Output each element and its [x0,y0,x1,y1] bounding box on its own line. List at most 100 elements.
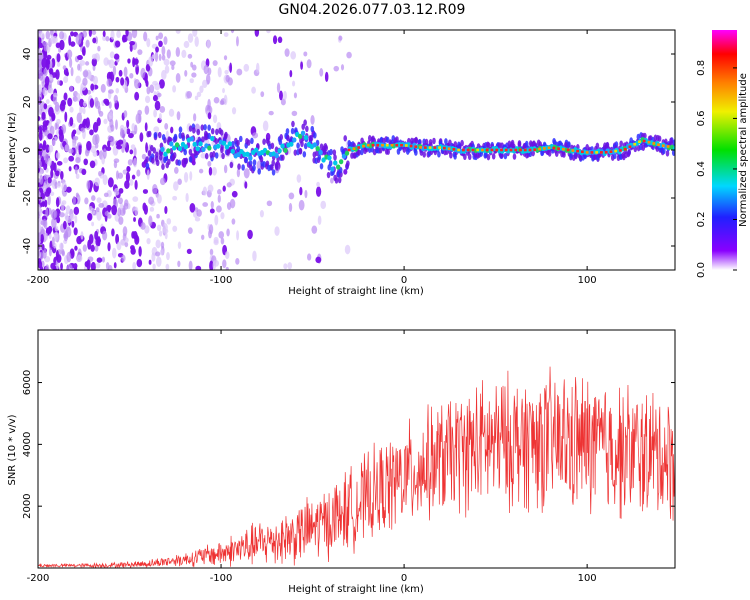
spectrogram-noise-blob [158,32,164,40]
spectrogram-noise-blob [144,225,150,234]
spectrogram-noise-blob [90,145,97,154]
spectrogram-peak-mark [504,148,508,152]
spectrogram-noise-blob [146,38,151,48]
spectrogram-peak-mark [628,145,632,149]
spectrogram-core-blob [321,157,326,163]
spectrogram-noise-blob [48,80,52,88]
snr-x-tick-label: 100 [578,573,597,584]
spectrogram-noise-blob [75,173,80,180]
spectrogram-noise-blob [48,106,54,117]
spectrogram-noise-blob [123,126,128,135]
spectrogram-noise-blob [76,112,83,124]
spectrogram-peak-mark [509,148,513,152]
spectrogram-noise-blob [116,144,123,150]
spectrogram-noise-blob [203,64,209,75]
spectrogram-halo-blob [424,138,429,146]
spectrogram-noise-blob [82,100,87,107]
spectrogram-noise-blob [84,149,90,157]
spectrogram-noise-blob [91,30,97,35]
spectrogram-halo-blob [161,134,166,141]
spectrogram-noise-blob [38,106,41,117]
spectrogram-noise-blob [59,132,64,143]
spectrogram-noise-blob [300,61,304,70]
spectrogram-core-blob [274,152,279,159]
spectrogram-halo-blob [200,124,205,131]
spectrogram-noise-blob [330,177,334,184]
spectrogram-noise-blob [168,108,175,117]
spectrogram-noise-blob [166,49,171,59]
spectrogram-noise-blob [128,132,134,139]
spectrogram-halo-blob [229,161,234,169]
spectrogram-noise-blob [91,53,98,60]
snr-y-tick-label: 4000 [22,432,33,457]
spectrogram-noise-blob [82,30,88,38]
spectrogram-peak-mark [595,151,599,154]
spectrogram-noise-blob [115,233,120,245]
spectrogram-noise-blob [161,45,166,56]
spectrogram-halo-blob [662,147,666,155]
spectrogram-noise-blob [129,149,134,155]
spectrogram-core-blob [341,153,347,159]
spectrogram-noise-blob [105,146,112,152]
spectrogram-halo-blob [290,127,295,135]
spectrogram-noise-blob [315,186,322,197]
spectrogram-noise-blob [223,164,228,174]
spectrogram-peak-mark [352,147,356,151]
spectrogram-noise-blob [177,178,182,185]
spectrogram-noise-blob [247,229,253,240]
spectrogram-peak-mark [385,143,389,147]
spectrogram-noise-blob [161,69,167,80]
spectrogram-noise-blob [131,174,136,180]
spectrogram-halo-blob [332,149,337,156]
spectrogram-peak-mark [566,148,570,152]
spectrogram-noise-blob [121,34,127,43]
spectrogram-noise-blob [183,171,189,183]
spectrogram-noise-blob [213,97,220,104]
spectrogram-noise-blob [87,212,93,221]
spectrogram-noise-blob [196,91,202,98]
spectrogram-peak-mark [552,146,556,150]
spectrogram-core-blob [335,164,341,170]
spectrogram-noise-blob [155,251,161,257]
spectrogram-noise-blob [220,212,225,220]
spectrogram-noise-blob [131,30,138,39]
spectrogram-noise-blob [284,48,290,57]
spectrogram-halo-blob [298,147,303,155]
spectrogram-core-blob [277,148,282,154]
spectrogram-noise-blob [209,248,214,256]
spectrogram-core-blob [195,146,200,152]
spectrogram-noise-blob [108,89,114,94]
snr-panel: -200 -100 0 100 2000 4000 6000 Height of stra… [7,329,676,595]
spectrogram-noise-blob [102,148,107,159]
spectrogram-halo-blob [188,125,193,132]
spectrogram-noise-blob [74,215,78,224]
spectrogram-halo-blob [672,139,675,146]
spectrogram-noise-blob [42,49,48,60]
spectrogram-noise-blob [45,207,49,218]
spectrogram-noise-blob [88,30,92,37]
spectrogram-noise-blob [283,263,288,270]
spectrogram-peak-mark [414,145,418,149]
spectrogram-noise-blob [90,261,96,270]
spectrogram-noise-blob [319,68,324,77]
snr-frame [37,329,676,569]
spectrogram-noise-blob [186,91,193,99]
spectrogram-halo-blob [595,142,600,150]
figure-title: GN04.2026.077.03.12.R09 [279,2,466,18]
spectrogram-core-blob [303,134,309,141]
spectrogram-core-blob [227,141,233,147]
spectrogram-noise-blob [69,57,73,68]
spectrogram-x-ticks: -200 -100 0 100 [27,30,597,286]
spectrogram-noise-blob [102,230,108,241]
spectrogram-noise-blob [118,216,124,225]
spectrogram-peak-mark [481,148,484,152]
spectrogram-peak-mark [500,148,503,152]
spectrogram-noise-blob [91,195,96,202]
spectrogram-noise-blob [107,205,111,213]
spectrogram-noise-blob [85,61,90,66]
spectrogram-peak-mark [381,143,384,147]
spectrogram-noise-blob [152,94,158,102]
spectrogram-noise-blob [39,54,44,60]
spectrogram-noise-blob [231,218,236,225]
spectrogram-noise-blob [174,166,179,174]
